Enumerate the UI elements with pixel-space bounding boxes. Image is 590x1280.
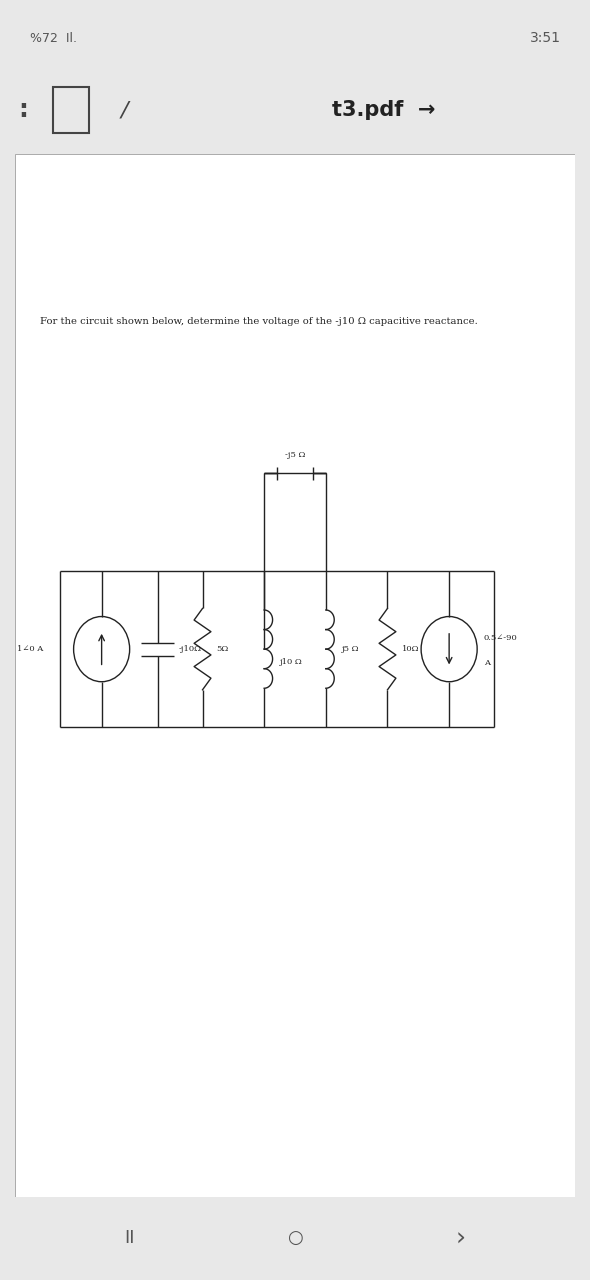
Text: For the circuit shown below, determine the voltage of the -j10 Ω capacitive reac: For the circuit shown below, determine t… bbox=[40, 316, 478, 325]
Text: j5 Ω: j5 Ω bbox=[342, 645, 359, 653]
Text: II: II bbox=[124, 1229, 135, 1248]
Text: /: / bbox=[120, 100, 127, 120]
Text: 1∠0 A: 1∠0 A bbox=[17, 645, 43, 653]
Text: t3.pdf  →: t3.pdf → bbox=[332, 100, 435, 120]
Text: -j5 Ω: -j5 Ω bbox=[285, 451, 305, 458]
Text: :: : bbox=[19, 99, 28, 122]
Text: ›: › bbox=[455, 1226, 465, 1251]
Text: 10Ω: 10Ω bbox=[402, 645, 419, 653]
Text: ○: ○ bbox=[287, 1229, 303, 1248]
Text: j10 Ω: j10 Ω bbox=[280, 658, 303, 666]
Text: A: A bbox=[484, 659, 490, 667]
Text: 5Ω: 5Ω bbox=[217, 645, 229, 653]
Bar bbox=[53, 87, 88, 133]
Text: -j10Ω: -j10Ω bbox=[179, 645, 202, 653]
Text: 3:51: 3:51 bbox=[529, 32, 560, 45]
Text: %72  Il.: %72 Il. bbox=[30, 32, 77, 45]
Text: 0.5∠-90: 0.5∠-90 bbox=[484, 634, 517, 643]
